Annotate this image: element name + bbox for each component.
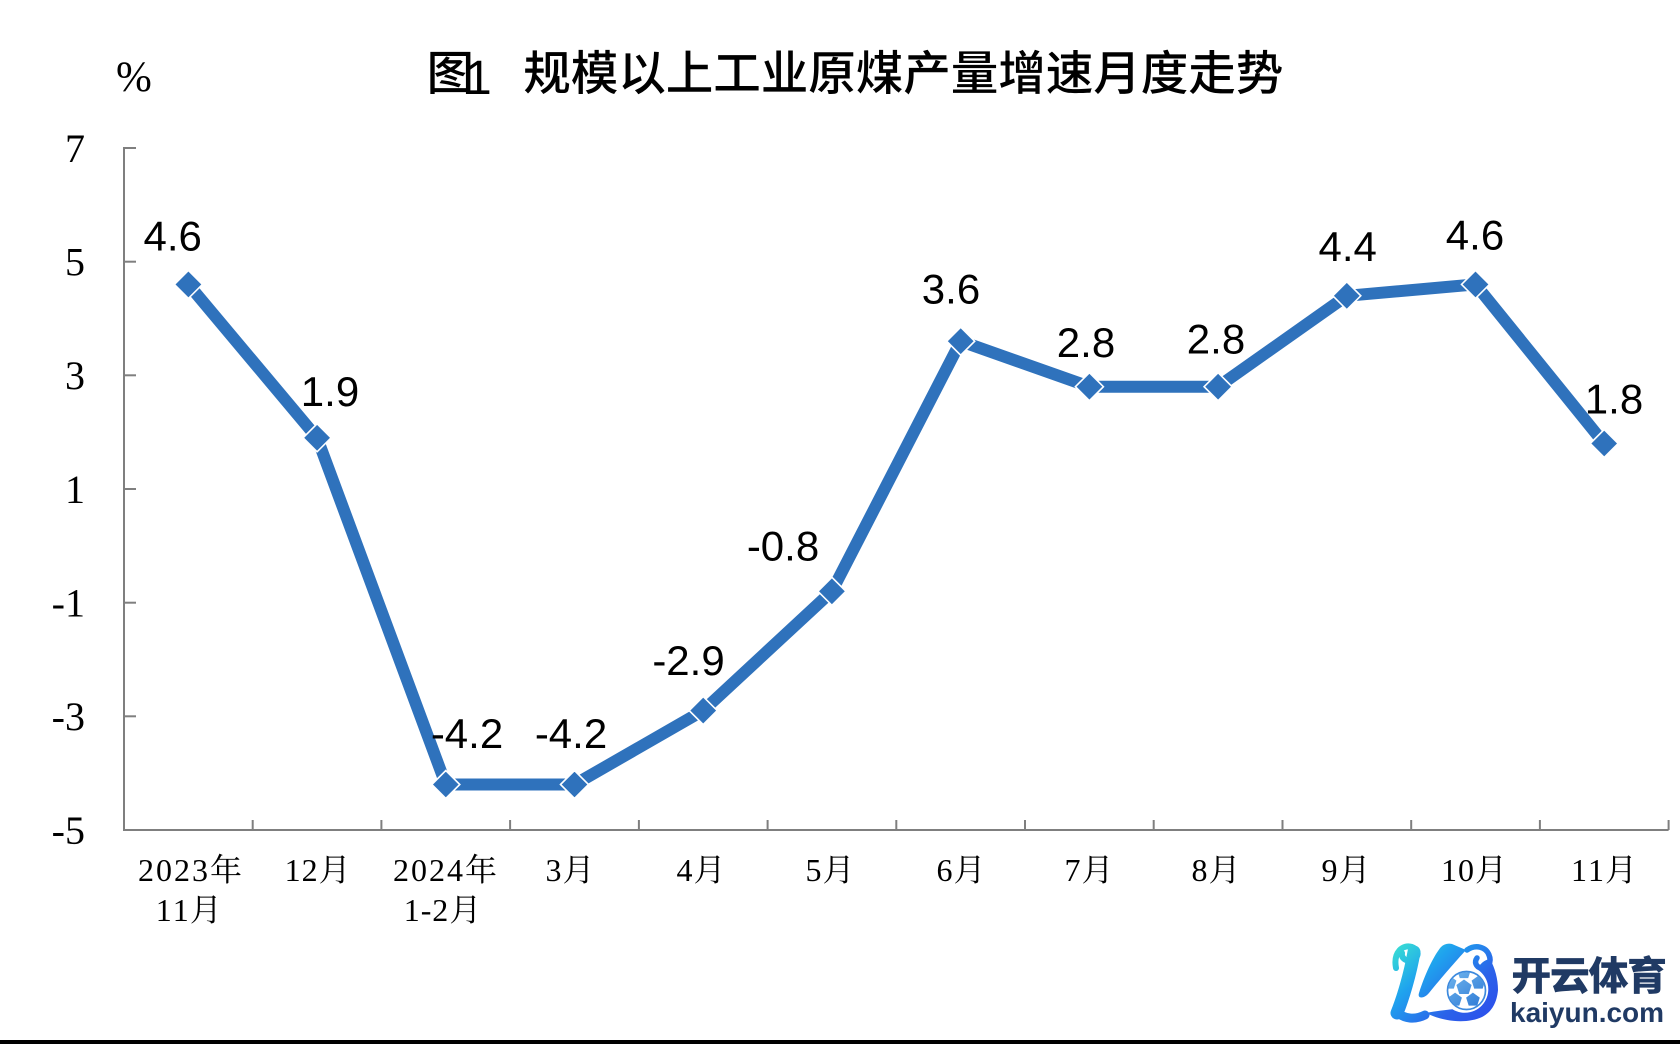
svg-text:2.8: 2.8 <box>1057 319 1115 366</box>
svg-text:1.9: 1.9 <box>301 368 359 415</box>
svg-text:-1: -1 <box>52 581 85 626</box>
svg-text:3: 3 <box>546 852 562 888</box>
svg-text:0: 0 <box>411 852 427 888</box>
svg-text:kaiyun.com: kaiyun.com <box>1510 997 1664 1028</box>
svg-text:1.8: 1.8 <box>1585 376 1643 423</box>
svg-text:4.6: 4.6 <box>144 213 202 260</box>
svg-text:1: 1 <box>156 892 172 928</box>
svg-text:7: 7 <box>1065 852 1081 888</box>
svg-text:4.4: 4.4 <box>1319 223 1377 270</box>
svg-text:1: 1 <box>1441 852 1457 888</box>
svg-text:1: 1 <box>1588 852 1604 888</box>
svg-text:5: 5 <box>806 852 822 888</box>
svg-text:0: 0 <box>156 852 172 888</box>
svg-text:2: 2 <box>174 852 190 888</box>
svg-text:1: 1 <box>1571 852 1587 888</box>
svg-text:0: 0 <box>1458 852 1474 888</box>
svg-text:2: 2 <box>393 852 409 888</box>
svg-text:1: 1 <box>65 467 85 512</box>
svg-text:2: 2 <box>432 892 448 928</box>
svg-text:-2.9: -2.9 <box>652 637 724 684</box>
svg-text:3: 3 <box>192 852 208 888</box>
svg-text:1: 1 <box>173 892 189 928</box>
svg-text:2: 2 <box>138 852 154 888</box>
svg-text:4: 4 <box>677 852 693 888</box>
svg-text:4.6: 4.6 <box>1446 212 1504 259</box>
svg-text:-4.2: -4.2 <box>431 710 503 757</box>
svg-text:6: 6 <box>937 852 953 888</box>
svg-text:2.8: 2.8 <box>1187 316 1245 363</box>
svg-text:3.6: 3.6 <box>922 266 980 313</box>
svg-text:-5: -5 <box>52 808 85 853</box>
svg-text:%: % <box>116 54 152 101</box>
svg-text:-: - <box>421 892 432 928</box>
svg-text:8: 8 <box>1192 852 1208 888</box>
svg-text:1: 1 <box>404 892 420 928</box>
svg-text:1: 1 <box>465 52 492 105</box>
svg-text:-4.2: -4.2 <box>535 710 607 757</box>
svg-text:4: 4 <box>447 852 463 888</box>
svg-text:1: 1 <box>285 852 301 888</box>
svg-text:2: 2 <box>429 852 445 888</box>
svg-text:5: 5 <box>65 240 85 285</box>
svg-text:3: 3 <box>65 353 85 398</box>
svg-text:-0.8: -0.8 <box>747 523 819 570</box>
svg-text:2: 2 <box>302 852 318 888</box>
svg-text:-3: -3 <box>52 694 85 739</box>
svg-text:9: 9 <box>1322 852 1338 888</box>
svg-text:7: 7 <box>65 126 85 171</box>
